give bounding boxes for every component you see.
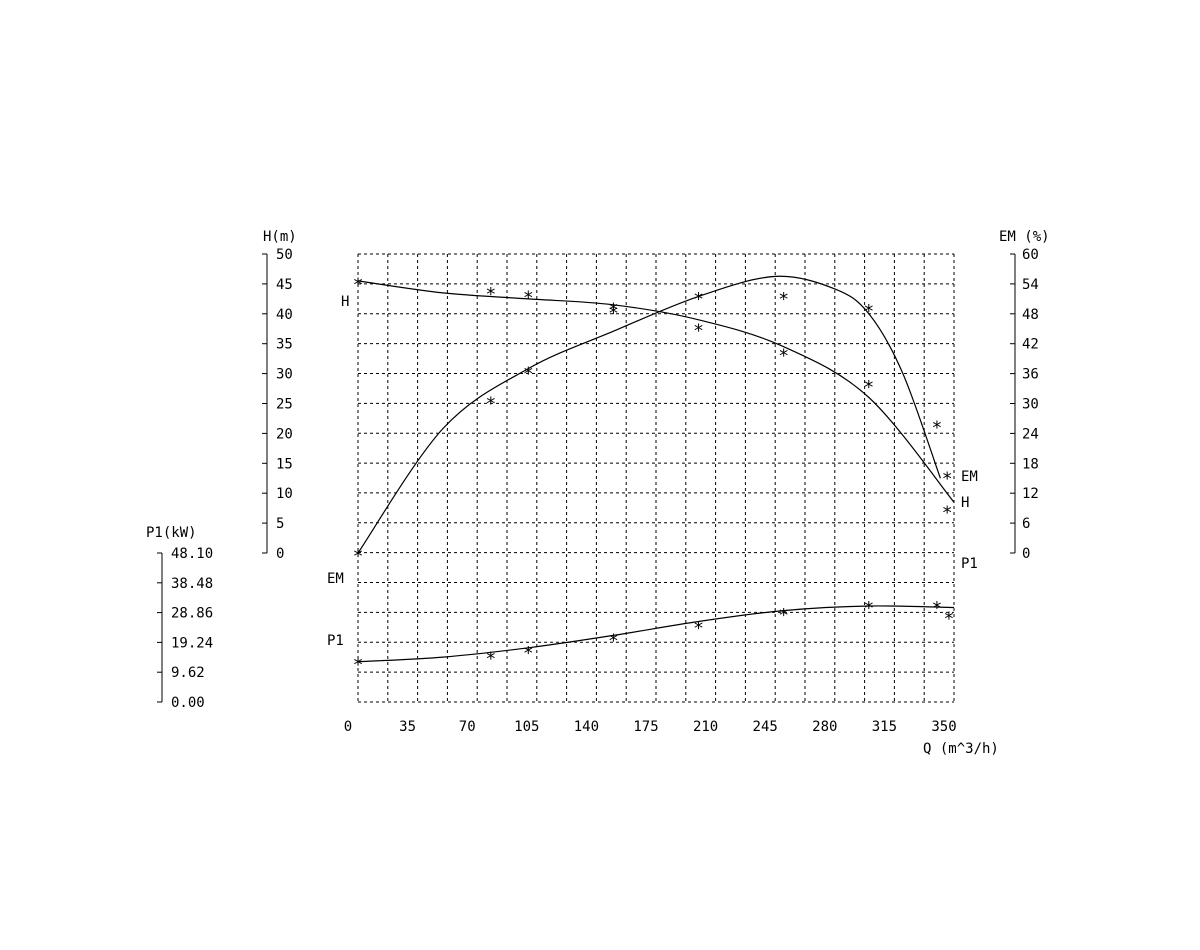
x-tick-label: 70 <box>459 719 476 735</box>
h-marker: * <box>863 377 874 398</box>
em-curve-label-left: EM <box>327 571 344 587</box>
h-curve <box>357 280 955 503</box>
em-tick-label: 36 <box>1022 367 1039 383</box>
p1-tick-label: 0.00 <box>171 695 205 711</box>
em-marker: * <box>942 468 953 489</box>
p1-tick-label: 9.62 <box>171 665 205 681</box>
h-curve-label-right: H <box>961 495 969 511</box>
x-tick-label: 245 <box>753 719 778 735</box>
h-marker: * <box>932 417 943 438</box>
p1-marker: * <box>523 643 534 664</box>
x-tick-label: 350 <box>931 719 956 735</box>
em-curve <box>357 275 941 554</box>
h-marker: * <box>942 502 953 523</box>
em-marker: * <box>778 289 789 310</box>
h-marker: * <box>608 300 619 321</box>
h-tick-label: 20 <box>276 426 293 442</box>
h-marker: * <box>693 321 704 342</box>
em-tick-label: 42 <box>1022 337 1039 353</box>
em-tick-label: 24 <box>1022 426 1039 442</box>
h-marker: * <box>353 275 364 296</box>
x-tick-label: 140 <box>574 719 599 735</box>
p1-marker: * <box>943 608 954 629</box>
h-marker: * <box>778 346 789 367</box>
p1-marker: * <box>932 598 943 619</box>
em-axis-title: EM (%) <box>999 229 1050 245</box>
p1-tick-label: 19.24 <box>171 635 213 651</box>
p1-marker: * <box>353 655 364 676</box>
em-tick-label: 0 <box>1022 546 1030 562</box>
em-marker: * <box>863 301 874 322</box>
p1-tick-label: 38.48 <box>171 576 213 592</box>
p1-curve-label-left: P1 <box>327 633 344 649</box>
labels: H H EM EM P1 P1 <box>327 294 978 649</box>
p1-curve-label-right: P1 <box>961 556 978 572</box>
p1-tick-label: 28.86 <box>171 606 213 622</box>
h-tick-label: 15 <box>276 456 293 472</box>
x-tick-label: 35 <box>399 719 416 735</box>
p1-marker: * <box>778 605 789 626</box>
h-tick-label: 10 <box>276 486 293 502</box>
em-marker: * <box>523 364 534 385</box>
x-axis-title: Q (m^3/h) <box>923 741 999 757</box>
em-tick-label: 12 <box>1022 486 1039 502</box>
p1-axis-title: P1(kW) <box>146 525 197 541</box>
em-tick-label: 54 <box>1022 277 1039 293</box>
grid <box>357 253 955 703</box>
p1-marker: * <box>485 649 496 670</box>
h-tick-label: 40 <box>276 307 293 323</box>
em-tick-label: 30 <box>1022 397 1039 413</box>
x-tick-label: 175 <box>633 719 658 735</box>
x-tick-label: 105 <box>514 719 539 735</box>
em-tick-label: 18 <box>1022 456 1039 472</box>
h-tick-label: 0 <box>276 546 284 562</box>
x-tick-label: 210 <box>693 719 718 735</box>
p1-tick-label: 48.10 <box>171 546 213 562</box>
em-curve-label-right: EM <box>961 469 978 485</box>
h-tick-label: 30 <box>276 367 293 383</box>
em-tick-label: 6 <box>1022 516 1030 532</box>
h-tick-label: 50 <box>276 247 293 263</box>
p1-curve <box>357 605 955 663</box>
h-curve-label-left: H <box>341 294 349 310</box>
em-marker: * <box>353 546 364 567</box>
h-marker: * <box>523 288 534 309</box>
markers: * * ************ **** * **** * * * <box>353 275 955 676</box>
x-tick-label: 280 <box>812 719 837 735</box>
h-tick-label: 45 <box>276 277 293 293</box>
p1-marker: * <box>863 598 874 619</box>
h-marker: * <box>485 284 496 305</box>
em-tick-label: 60 <box>1022 247 1039 263</box>
em-marker: * <box>608 303 619 324</box>
p1-marker: * <box>693 618 704 639</box>
em-marker: * <box>485 394 496 415</box>
x-tick-label: 0 <box>344 719 352 735</box>
em-tick-label: 48 <box>1022 307 1039 323</box>
h-tick-label: 5 <box>276 516 284 532</box>
h-tick-label: 25 <box>276 397 293 413</box>
em-marker: * <box>693 289 704 310</box>
h-axis-title: H(m) <box>263 229 297 245</box>
h-tick-label: 35 <box>276 337 293 353</box>
x-tick-label: 315 <box>872 719 897 735</box>
p1-marker: * <box>608 630 619 651</box>
curves <box>357 275 955 663</box>
